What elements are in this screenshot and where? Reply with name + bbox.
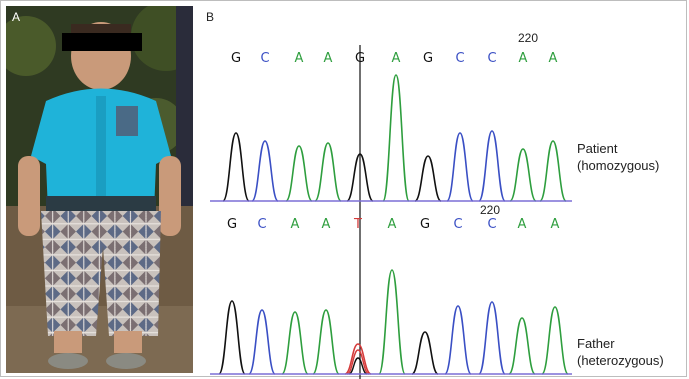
top-peak-9	[478, 130, 506, 202]
top-peak-11	[539, 140, 567, 202]
top-peak-7	[414, 155, 442, 202]
bottom-position-label: 220	[480, 203, 500, 217]
bottom-peak-5	[344, 343, 372, 375]
top-peak-6	[382, 74, 410, 202]
bottom-base-7: G	[420, 217, 430, 232]
panel-b-label: B	[206, 10, 215, 24]
bottom-base-5: T	[353, 217, 362, 232]
bottom-minor-peak-2	[348, 357, 368, 375]
bottom-peak-3	[281, 311, 309, 375]
patient-label-line1: Patient	[577, 141, 618, 156]
bottom-peak-9	[478, 301, 506, 375]
bottom-peak-6	[378, 269, 406, 375]
top-base-11: A	[549, 51, 558, 66]
bottom-minor-peak-1	[346, 349, 370, 375]
top-peak-1	[222, 132, 250, 202]
bottom-base-1: G	[227, 217, 237, 232]
bottom-base-10: A	[518, 217, 527, 232]
bottom-peak-11	[541, 306, 569, 375]
bottom-peak-1	[218, 300, 246, 375]
top-base-5: G	[355, 51, 365, 66]
top-base-1: G	[231, 51, 241, 66]
father-trace-label: Father (heterozygous)	[577, 335, 664, 369]
patient-photo	[6, 6, 193, 373]
top-base-4: A	[324, 51, 333, 66]
patient-label-line2: (homozygous)	[577, 158, 660, 173]
bottom-base-9: C	[487, 217, 496, 232]
top-position-label: 220	[518, 31, 538, 45]
father-label-line2: (heterozygous)	[577, 353, 664, 368]
panel-a-label: A	[12, 10, 21, 24]
bottom-peak-2	[248, 309, 276, 375]
top-peak-4	[314, 142, 342, 202]
top-peak-2	[251, 140, 279, 202]
top-peak-5	[346, 153, 374, 202]
father-label-line1: Father	[577, 336, 615, 351]
bottom-peak-7	[411, 331, 439, 375]
bottom-base-2: C	[257, 217, 266, 232]
patient-trace-label: Patient (homozygous)	[577, 140, 659, 174]
bottom-chromatogram-trace	[218, 269, 569, 375]
top-base-2: C	[260, 51, 269, 66]
bottom-peak-10	[508, 317, 536, 375]
bottom-peak-4	[312, 309, 340, 375]
top-base-8: C	[455, 51, 464, 66]
top-base-9: C	[487, 51, 496, 66]
bottom-base-6: A	[388, 217, 397, 232]
bottom-peak-8	[444, 305, 472, 375]
patient-photo-drawing	[6, 6, 193, 373]
top-base-10: A	[519, 51, 528, 66]
chromatogram-panel: G C A A G A G C C A A 220 G C A A T A G C C A A 220	[210, 31, 572, 379]
top-peak-8	[446, 132, 474, 202]
bottom-base-3: A	[291, 217, 300, 232]
top-base-6: A	[392, 51, 401, 66]
top-chromatogram-trace	[222, 74, 567, 202]
top-peak-3	[285, 145, 313, 202]
top-base-3: A	[295, 51, 304, 66]
top-base-7: G	[423, 51, 433, 66]
bottom-base-11: A	[551, 217, 560, 232]
bottom-base-4: A	[322, 217, 331, 232]
bottom-base-8: C	[453, 217, 462, 232]
top-peak-10	[509, 148, 537, 202]
